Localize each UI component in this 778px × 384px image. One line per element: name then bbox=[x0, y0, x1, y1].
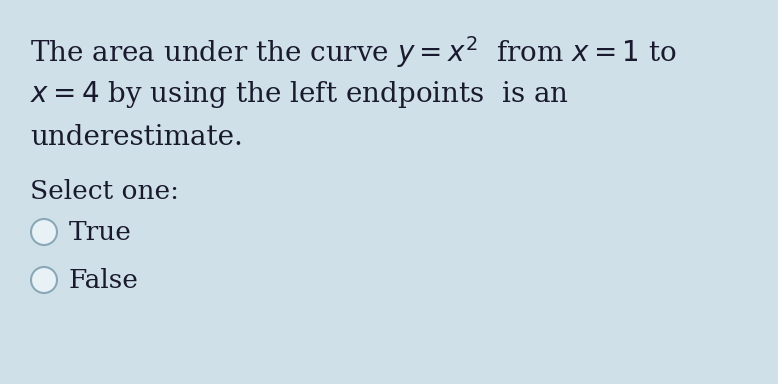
Text: Select one:: Select one: bbox=[30, 179, 179, 204]
Text: $x = 4$ by using the left endpoints  is an: $x = 4$ by using the left endpoints is a… bbox=[30, 79, 569, 110]
Ellipse shape bbox=[31, 267, 57, 293]
Text: False: False bbox=[69, 268, 139, 293]
Ellipse shape bbox=[31, 219, 57, 245]
Text: The area under the curve $y = x^2$  from $x = 1$ to: The area under the curve $y = x^2$ from … bbox=[30, 34, 677, 70]
Text: True: True bbox=[69, 220, 132, 245]
Text: underestimate.: underestimate. bbox=[30, 124, 243, 151]
